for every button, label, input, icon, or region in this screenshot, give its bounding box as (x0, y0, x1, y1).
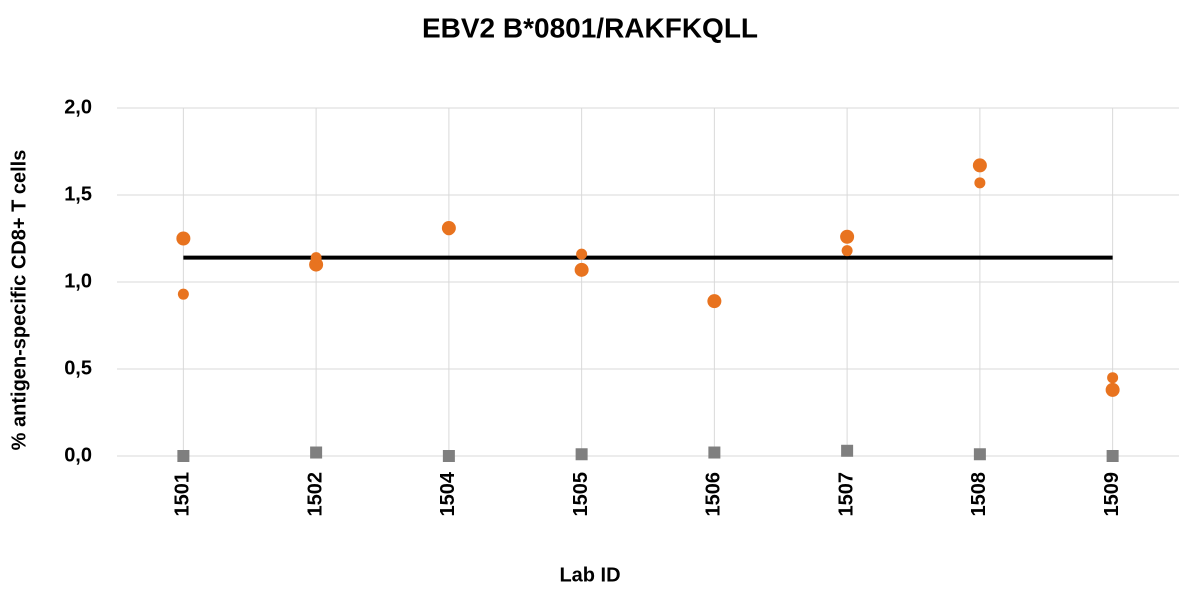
x-tick-label: 1507 (835, 472, 857, 517)
marker-dot (841, 245, 853, 257)
x-tick-label: 1502 (304, 472, 326, 517)
y-tick-label: 1,5 (64, 183, 92, 205)
y-axis-title: % antigen-specific CD8+ T cells (8, 150, 30, 451)
x-tick-label: 1508 (968, 472, 990, 517)
x-tick-label: 1504 (437, 471, 459, 516)
y-tick-label: 2,0 (64, 96, 92, 118)
y-tick-label: 0,5 (64, 357, 92, 379)
marker-dot (176, 231, 191, 246)
marker-square (442, 450, 455, 462)
x-tick-label: 1509 (1101, 472, 1123, 517)
x-tick-label: 1501 (172, 472, 194, 517)
marker-square (973, 448, 986, 461)
marker-dot (576, 248, 588, 260)
marker-square (575, 448, 588, 461)
marker-square (708, 446, 721, 459)
marker-dot (1107, 372, 1119, 384)
marker-dot (443, 224, 455, 236)
chart-title: EBV2 B*0801/RAKFKQLL (422, 12, 758, 43)
marker-dot (1105, 382, 1120, 397)
marker-dot (177, 288, 189, 300)
y-tick-label: 0,0 (64, 444, 92, 466)
marker-dot (708, 295, 720, 307)
x-tick-label: 1505 (570, 472, 592, 517)
marker-dot (974, 177, 986, 189)
marker-square (1106, 450, 1119, 462)
marker-dot (574, 262, 589, 277)
marker-square (841, 444, 854, 457)
marker-dot (840, 229, 855, 244)
x-axis-title: Lab ID (559, 564, 620, 586)
x-tick-label: 1506 (703, 472, 725, 517)
y-tick-label: 1,0 (64, 270, 92, 292)
marker-square (177, 450, 190, 462)
marker-dot (310, 252, 322, 264)
marker-dot (972, 158, 987, 173)
marker-square (310, 446, 323, 459)
